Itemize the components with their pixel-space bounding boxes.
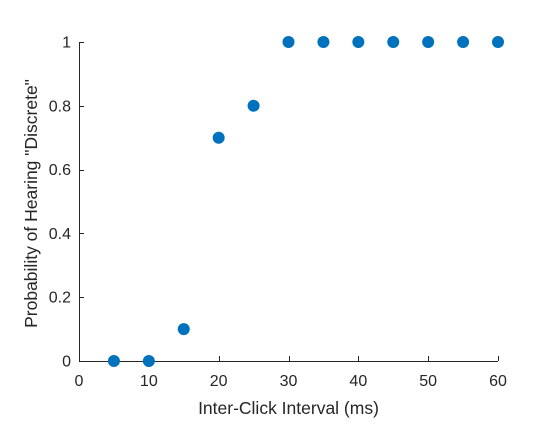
x-tick-label: 60 xyxy=(489,373,507,390)
y-tick-label: 0.8 xyxy=(49,98,71,115)
x-tick-label: 30 xyxy=(280,373,298,390)
data-point xyxy=(282,36,295,48)
y-axis-label: Probability of Hearing "Discrete" xyxy=(21,79,41,328)
data-points xyxy=(107,36,504,367)
data-point xyxy=(212,131,225,144)
x-tick-label: 50 xyxy=(419,373,437,390)
data-point xyxy=(177,323,190,336)
x-tick-label: 10 xyxy=(140,373,158,390)
data-point xyxy=(107,355,120,367)
data-point xyxy=(317,36,330,48)
axes: 0 10 20 30 40 50 60 0 0.2 0.4 0.6 0.8 1 xyxy=(49,35,507,391)
x-ticks: 0 10 20 30 40 50 60 xyxy=(75,356,507,390)
data-point xyxy=(457,36,470,48)
y-tick-label: 1 xyxy=(62,35,71,52)
x-tick-label: 0 xyxy=(75,373,84,390)
data-point xyxy=(387,36,400,48)
y-tick-label: 0.4 xyxy=(49,226,71,243)
data-point xyxy=(492,36,504,48)
data-point xyxy=(422,36,435,48)
data-point xyxy=(142,355,155,367)
y-tick-label: 0 xyxy=(62,354,71,371)
y-tick-label: 0.2 xyxy=(49,290,71,307)
data-point xyxy=(247,99,260,112)
y-tick-label: 0.6 xyxy=(49,162,71,179)
y-ticks: 0 0.2 0.4 0.6 0.8 1 xyxy=(49,35,84,371)
x-axis-label: Inter-Click Interval (ms) xyxy=(198,398,379,418)
data-point xyxy=(352,36,365,48)
x-tick-label: 20 xyxy=(210,373,228,390)
x-tick-label: 40 xyxy=(349,373,367,390)
